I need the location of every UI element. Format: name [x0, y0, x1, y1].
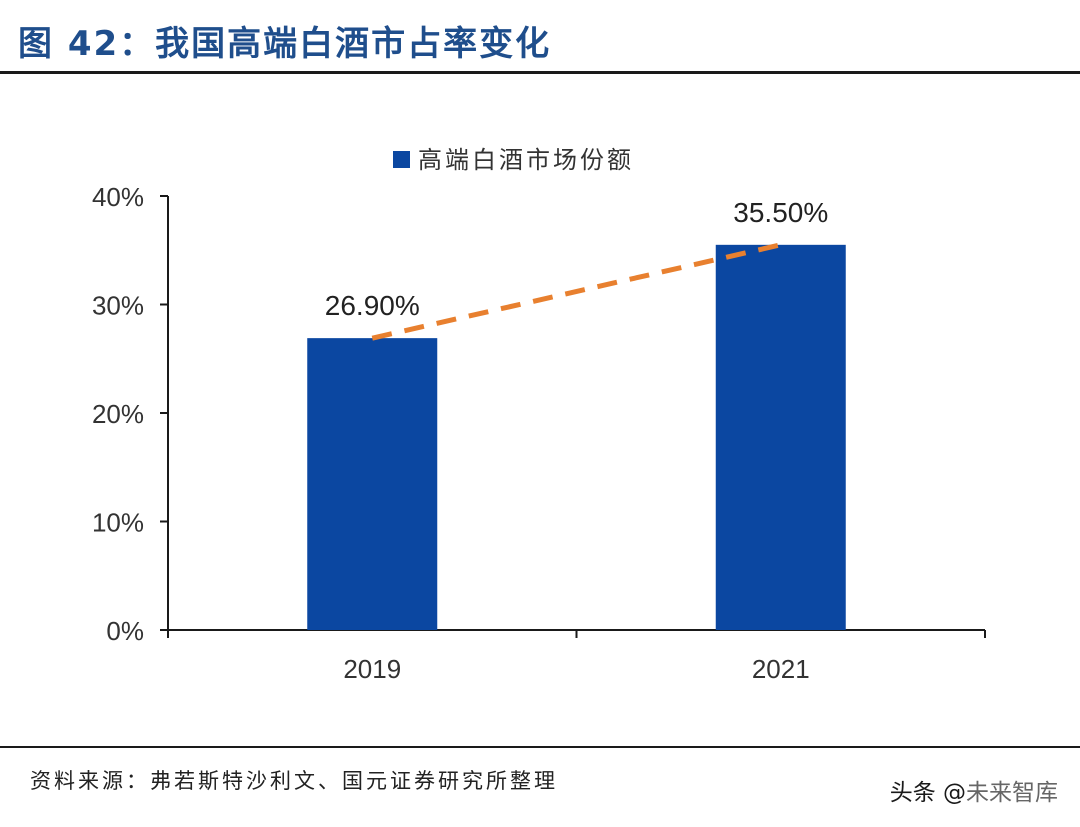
legend-label: 高端白酒市场份额 [418, 146, 634, 174]
bar [715, 244, 846, 630]
source-note: 资料来源：弗若斯特沙利文、国元证券研究所整理 [30, 769, 558, 793]
y-tick-label: 30% [92, 291, 144, 321]
y-tick-label: 40% [92, 182, 144, 212]
x-tick-label: 2019 [343, 654, 401, 684]
watermark-brand: 未来智库 [966, 780, 1058, 806]
y-tick-label: 10% [92, 508, 144, 538]
watermark-prefix: 头条 @ [889, 780, 966, 806]
data-label: 35.50% [733, 197, 828, 228]
bar-chart: 高端白酒市场份额 0% 10% 20% 30% 40% 26.90% 2019 35.50%… [92, 146, 986, 684]
legend-swatch [393, 151, 410, 168]
bottom-rule [0, 746, 1080, 748]
y-tick-label: 20% [92, 399, 144, 429]
watermark: 头条 @未来智库 [890, 773, 1058, 807]
trend-line [371, 242, 782, 341]
bar [307, 338, 438, 630]
figure-title: 图 42：我国高端白酒市占率变化 [18, 24, 552, 64]
x-tick-label: 2021 [752, 654, 810, 684]
y-tick-label: 0% [106, 616, 144, 646]
data-label: 26.90% [325, 290, 420, 321]
top-rule [0, 71, 1080, 74]
